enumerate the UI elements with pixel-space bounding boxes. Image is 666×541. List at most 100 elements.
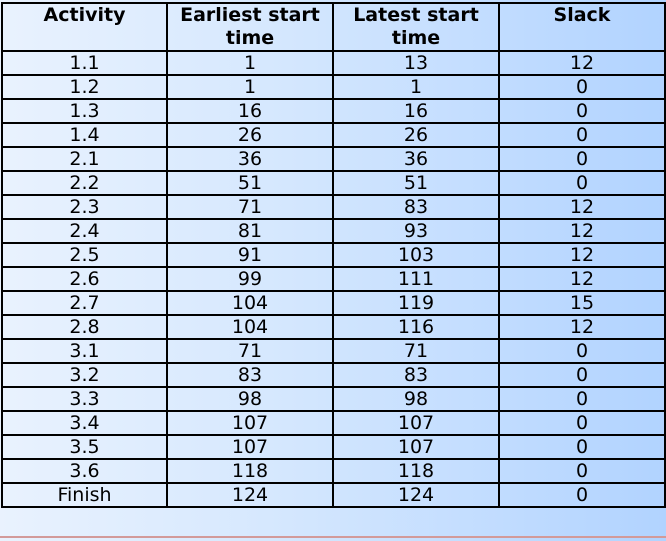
cell-latest-start: 118 (332, 458, 500, 484)
schedule-table: Activity Earliest start time Latest star… (1, 2, 666, 508)
cell-activity: 2.8 (1, 314, 168, 340)
cell-activity: 2.5 (1, 242, 168, 268)
cell-earliest-start: 118 (166, 458, 334, 484)
cell-slack: 0 (498, 338, 666, 364)
cell-slack: 0 (498, 146, 666, 172)
table-row: Finish 124 124 0 (1, 482, 666, 508)
cell-earliest-start: 107 (166, 434, 334, 460)
cell-latest-start: 93 (332, 218, 500, 244)
table-row: 3.1 71 71 0 (1, 338, 666, 364)
header-slack: Slack (498, 2, 666, 52)
cell-latest-start: 111 (332, 266, 500, 292)
cell-latest-start: 83 (332, 362, 500, 388)
table-row: 2.5 91 103 12 (1, 242, 666, 268)
table-row: 2.3 71 83 12 (1, 194, 666, 220)
cell-slack: 15 (498, 290, 666, 316)
bottom-divider (0, 536, 666, 538)
cell-latest-start: 98 (332, 386, 500, 412)
cell-latest-start: 13 (332, 50, 500, 76)
cell-activity: 3.2 (1, 362, 168, 388)
cell-activity: 1.2 (1, 74, 168, 100)
cell-earliest-start: 124 (166, 482, 334, 508)
cell-earliest-start: 91 (166, 242, 334, 268)
table-row: 2.6 99 111 12 (1, 266, 666, 292)
table-row: 3.3 98 98 0 (1, 386, 666, 412)
cell-activity: 3.6 (1, 458, 168, 484)
cell-slack: 0 (498, 74, 666, 100)
cell-latest-start: 26 (332, 122, 500, 148)
table-body: 1.1 1 13 12 1.2 1 1 0 1.3 16 16 0 1.4 26 26 0 2.1 36 36 0 2.… (1, 50, 666, 508)
cell-earliest-start: 81 (166, 218, 334, 244)
cell-slack: 0 (498, 122, 666, 148)
table-row: 3.2 83 83 0 (1, 362, 666, 388)
cell-activity: 3.5 (1, 434, 168, 460)
cell-latest-start: 107 (332, 410, 500, 436)
cell-earliest-start: 104 (166, 290, 334, 316)
cell-latest-start: 1 (332, 74, 500, 100)
table-row: 2.8 104 116 12 (1, 314, 666, 340)
cell-slack: 12 (498, 194, 666, 220)
cell-earliest-start: 51 (166, 170, 334, 196)
table-row: 1.4 26 26 0 (1, 122, 666, 148)
cell-earliest-start: 16 (166, 98, 334, 124)
cell-earliest-start: 98 (166, 386, 334, 412)
cell-earliest-start: 1 (166, 50, 334, 76)
cell-activity: 2.7 (1, 290, 168, 316)
cell-latest-start: 36 (332, 146, 500, 172)
cell-activity: Finish (1, 482, 168, 508)
cell-slack: 0 (498, 98, 666, 124)
cell-slack: 0 (498, 386, 666, 412)
table-row: 1.2 1 1 0 (1, 74, 666, 100)
table-row: 3.5 107 107 0 (1, 434, 666, 460)
table-row: 1.3 16 16 0 (1, 98, 666, 124)
cell-slack: 0 (498, 362, 666, 388)
cell-latest-start: 51 (332, 170, 500, 196)
cell-slack: 0 (498, 434, 666, 460)
cell-activity: 2.6 (1, 266, 168, 292)
cell-earliest-start: 71 (166, 194, 334, 220)
cell-activity: 2.1 (1, 146, 168, 172)
cell-activity: 1.1 (1, 50, 168, 76)
cell-latest-start: 83 (332, 194, 500, 220)
cell-slack: 12 (498, 314, 666, 340)
cell-slack: 0 (498, 410, 666, 436)
table-row: 2.2 51 51 0 (1, 170, 666, 196)
cell-slack: 0 (498, 170, 666, 196)
cell-latest-start: 124 (332, 482, 500, 508)
table-row: 3.4 107 107 0 (1, 410, 666, 436)
cell-activity: 3.3 (1, 386, 168, 412)
cell-slack: 0 (498, 482, 666, 508)
table-row: 3.6 118 118 0 (1, 458, 666, 484)
cell-activity: 2.4 (1, 218, 168, 244)
table-row: 1.1 1 13 12 (1, 50, 666, 76)
cell-slack: 12 (498, 50, 666, 76)
cell-activity: 2.3 (1, 194, 168, 220)
table-row: 2.4 81 93 12 (1, 218, 666, 244)
table-row: 2.1 36 36 0 (1, 146, 666, 172)
cell-slack: 12 (498, 218, 666, 244)
cell-latest-start: 119 (332, 290, 500, 316)
cell-earliest-start: 107 (166, 410, 334, 436)
cell-earliest-start: 26 (166, 122, 334, 148)
cell-slack: 0 (498, 458, 666, 484)
table-row: 2.7 104 119 15 (1, 290, 666, 316)
cell-latest-start: 16 (332, 98, 500, 124)
cell-latest-start: 107 (332, 434, 500, 460)
header-earliest-start-time: Earliest start time (166, 2, 334, 52)
cell-slack: 12 (498, 242, 666, 268)
cell-earliest-start: 83 (166, 362, 334, 388)
cell-slack: 12 (498, 266, 666, 292)
cell-latest-start: 116 (332, 314, 500, 340)
cell-earliest-start: 36 (166, 146, 334, 172)
cell-activity: 3.1 (1, 338, 168, 364)
cell-earliest-start: 71 (166, 338, 334, 364)
header-latest-start-time: Latest start time (332, 2, 500, 52)
cell-earliest-start: 99 (166, 266, 334, 292)
cell-latest-start: 71 (332, 338, 500, 364)
header-row: Activity Earliest start time Latest star… (1, 2, 666, 52)
cell-earliest-start: 1 (166, 74, 334, 100)
cell-activity: 3.4 (1, 410, 168, 436)
cell-earliest-start: 104 (166, 314, 334, 340)
cell-latest-start: 103 (332, 242, 500, 268)
